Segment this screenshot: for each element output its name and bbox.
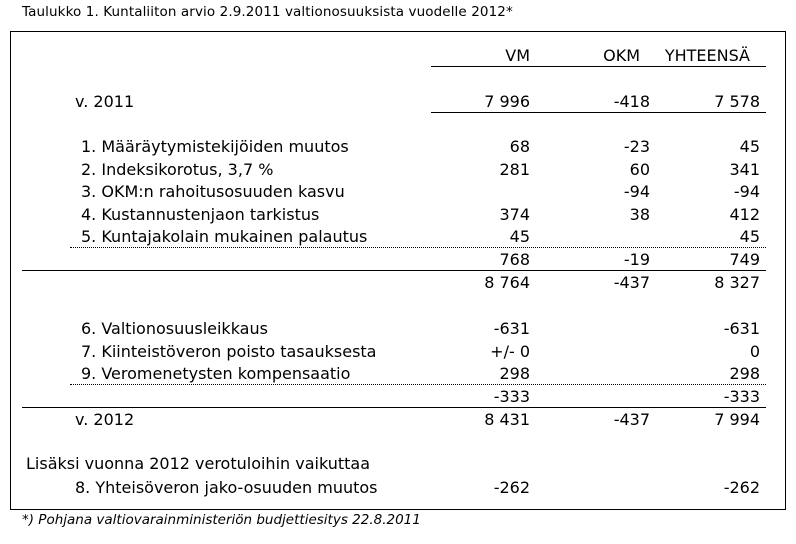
row-total: 45 xyxy=(739,227,760,246)
header-total: YHTEENSÄ xyxy=(664,46,750,65)
row-vm: 7 996 xyxy=(484,92,530,111)
row-label: 1. Määräytymistekijöiden muutos xyxy=(81,137,349,156)
row-total: 7 578 xyxy=(714,92,760,111)
row-dotted-divider xyxy=(70,247,766,248)
row-okm: -437 xyxy=(613,273,650,292)
row-total: 341 xyxy=(729,160,760,179)
table-frame xyxy=(10,31,786,510)
row-vm: 374 xyxy=(499,205,530,224)
row-vm: +/- 0 xyxy=(490,342,530,361)
row-underline xyxy=(431,112,766,113)
row-vm: 68 xyxy=(509,137,530,156)
row-okm: -23 xyxy=(623,137,650,156)
row-label: v. 2012 xyxy=(75,410,135,429)
row-okm: 60 xyxy=(629,160,650,179)
row-vm: -262 xyxy=(493,478,530,497)
table-caption: Taulukko 1. Kuntaliiton arvio 2.9.2011 v… xyxy=(22,4,513,20)
row-okm: -418 xyxy=(613,92,650,111)
row-vm: 45 xyxy=(509,227,530,246)
row-vm: -333 xyxy=(493,387,530,406)
row-okm: -437 xyxy=(613,410,650,429)
row-label: 9. Veromenetysten kompensaatio xyxy=(81,364,351,383)
row-vm: 8 764 xyxy=(484,273,530,292)
row-total: 45 xyxy=(739,137,760,156)
row-total: 7 994 xyxy=(714,410,760,429)
row-label: 3. OKM:n rahoitusosuuden kasvu xyxy=(81,182,345,201)
row-label: 4. Kustannustenjaon tarkistus xyxy=(81,205,320,224)
row-okm: -94 xyxy=(623,182,650,201)
row-total: 0 xyxy=(749,342,760,361)
row-vm: 8 431 xyxy=(484,410,530,429)
header-underline xyxy=(431,66,766,67)
row-total: -631 xyxy=(723,319,760,338)
row-total: 298 xyxy=(729,364,760,383)
row-vm: 768 xyxy=(499,250,530,269)
row-total: -94 xyxy=(733,182,760,201)
row-total: 8 327 xyxy=(714,273,760,292)
row-label: 7. Kiinteistöveron poisto tasauksesta xyxy=(81,342,377,361)
row-label: 2. Indeksikorotus, 3,7 % xyxy=(81,160,274,179)
row-label: 5. Kuntajakolain mukainen palautus xyxy=(81,227,368,246)
note-label: Lisäksi vuonna 2012 verotuloihin vaikutt… xyxy=(26,454,371,473)
row-label: v. 2011 xyxy=(75,92,135,111)
row-okm: -19 xyxy=(623,250,650,269)
row-vm: 298 xyxy=(499,364,530,383)
row-vm: 281 xyxy=(499,160,530,179)
header-vm: VM xyxy=(505,46,530,65)
row-vm: -631 xyxy=(493,319,530,338)
row-label: 8. Yhteisöveron jako-osuuden muutos xyxy=(75,478,378,497)
row-label: 6. Valtionosuusleikkaus xyxy=(81,319,268,338)
footnote: *) Pohjana valtiovarainministeriön budje… xyxy=(22,512,421,528)
row-divider xyxy=(22,270,766,271)
row-total: 412 xyxy=(729,205,760,224)
row-total: -262 xyxy=(723,478,760,497)
row-total: -333 xyxy=(723,387,760,406)
row-okm: 38 xyxy=(629,205,650,224)
row-divider xyxy=(22,407,766,408)
row-dotted-divider xyxy=(70,384,766,385)
row-total: 749 xyxy=(729,250,760,269)
header-okm: OKM xyxy=(603,46,640,65)
